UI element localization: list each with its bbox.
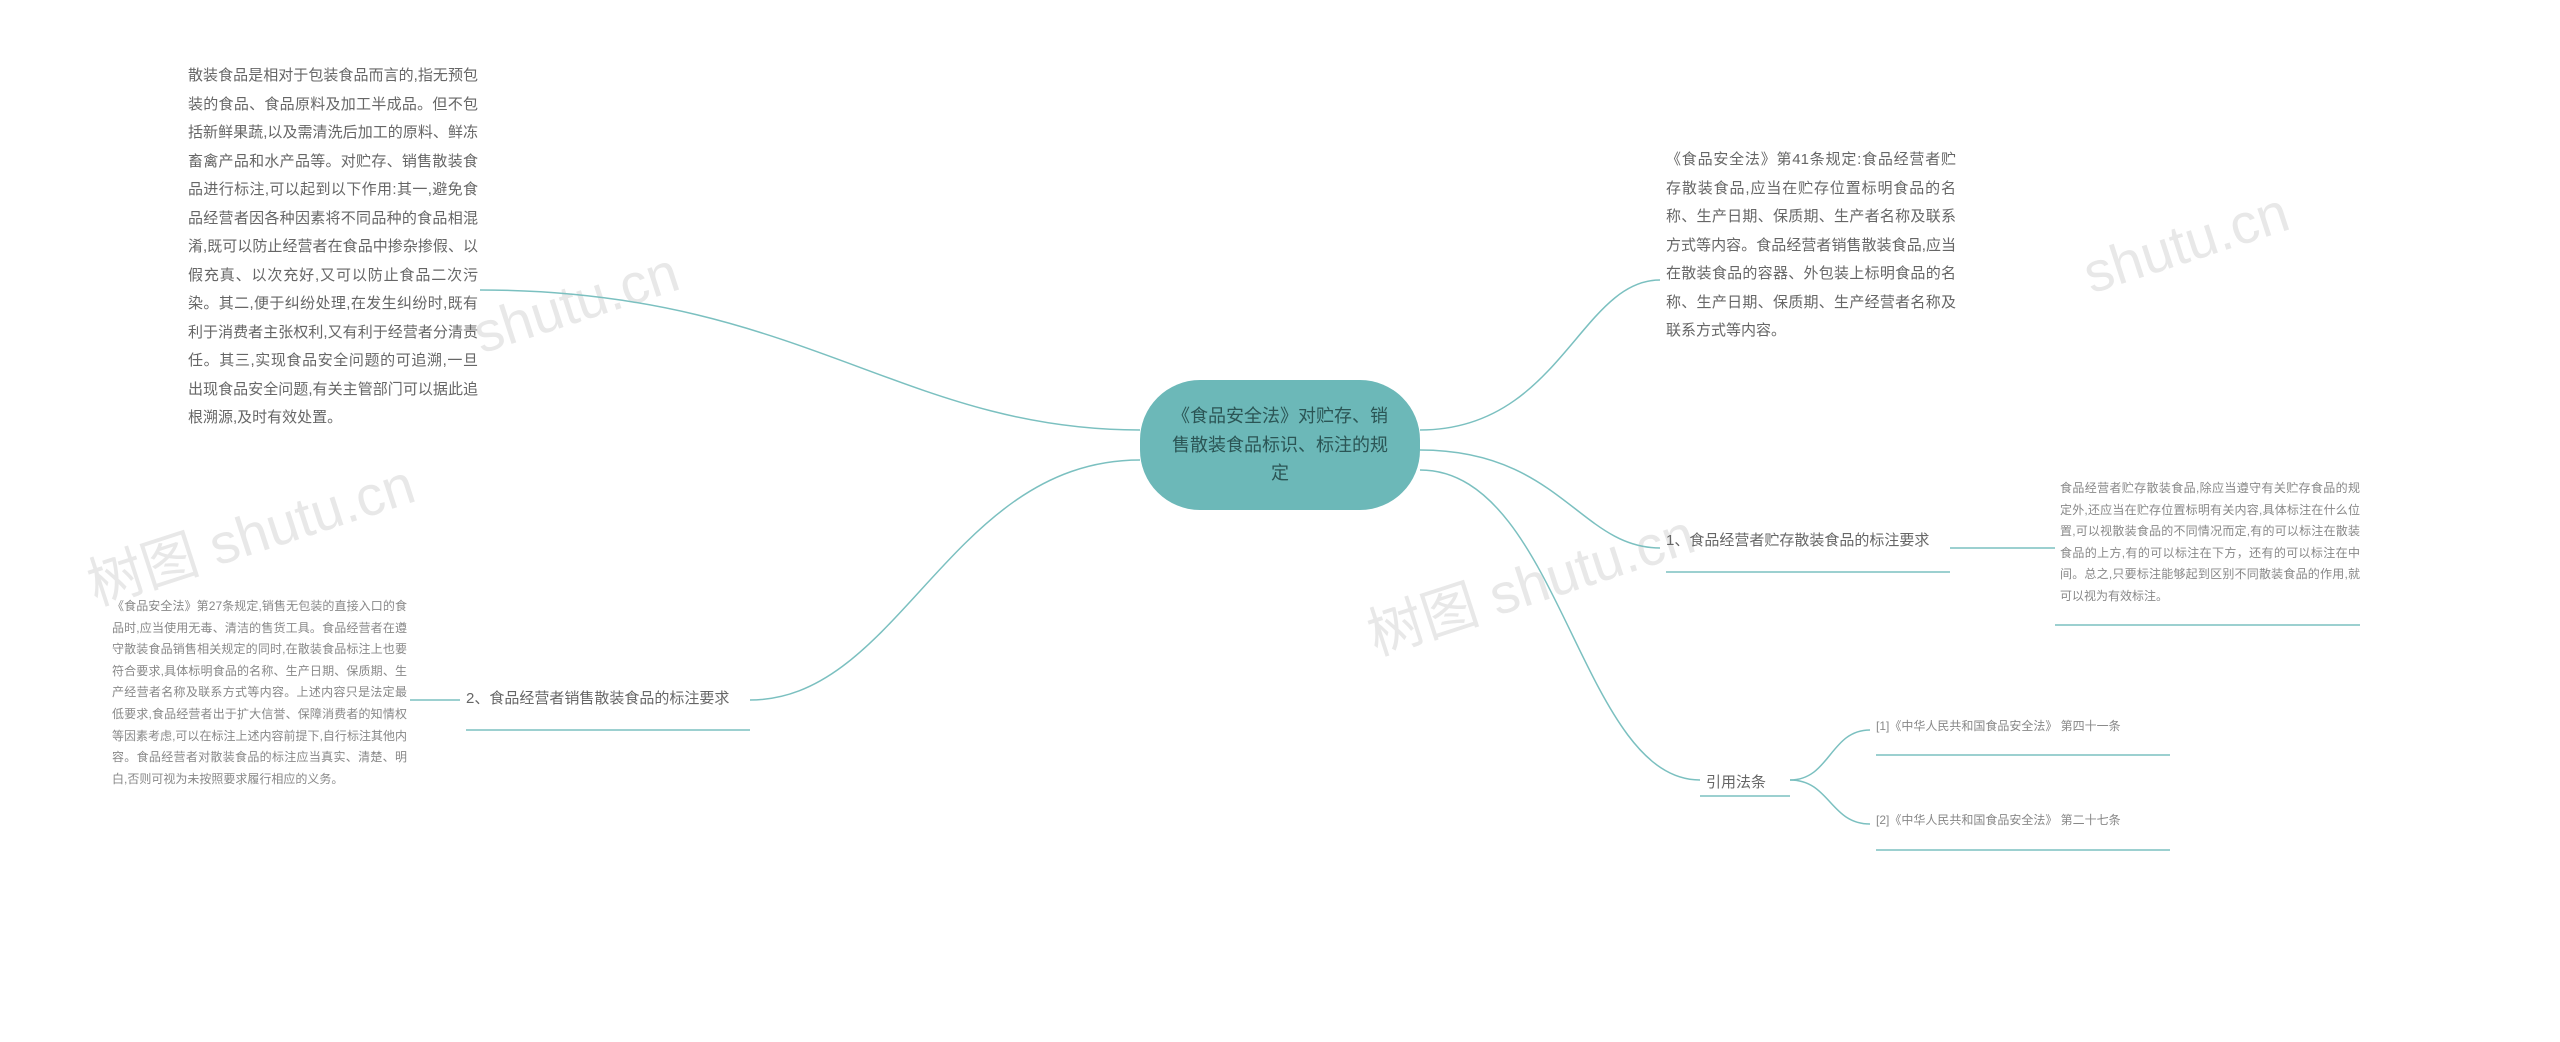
watermark: 树图 shutu.cn [1356,490,1704,672]
branch-right-storage-detail[interactable]: 食品经营者贮存散装食品,除应当遵守有关贮存食品的规定外,还应当在贮存位置标明有关… [2060,478,2360,608]
reference-item-1[interactable]: [1]《中华人民共和国食品安全法》 第四十一条 [1876,716,2176,738]
watermark: shutu.cn [465,239,686,366]
branch-right-references-label[interactable]: 引用法条 [1706,772,1786,795]
reference-item-2[interactable]: [2]《中华人民共和国食品安全法》 第二十七条 [1876,810,2176,832]
branch-right-article41[interactable]: 《食品安全法》第41条规定:食品经营者贮存散装食品,应当在贮存位置标明食品的名称… [1666,146,1956,346]
watermark: shutu.cn [2075,179,2296,306]
central-topic-text: 《食品安全法》对贮存、销售散装食品标识、标注的规定 [1168,402,1392,488]
watermark: 树图 shutu.cn [76,440,424,622]
branch-left-intro[interactable]: 散装食品是相对于包装食品而言的,指无预包装的食品、食品原料及加工半成品。但不包括… [188,62,478,433]
branch-right-storage-label[interactable]: 1、食品经营者贮存散装食品的标注要求 [1666,530,1946,553]
branch-left-sales-detail[interactable]: 《食品安全法》第27条规定,销售无包装的直接入口的食品时,应当使用无毒、清洁的售… [112,596,407,790]
branch-left-sales-label[interactable]: 2、食品经营者销售散装食品的标注要求 [466,688,746,711]
central-topic[interactable]: 《食品安全法》对贮存、销售散装食品标识、标注的规定 [1140,380,1420,510]
